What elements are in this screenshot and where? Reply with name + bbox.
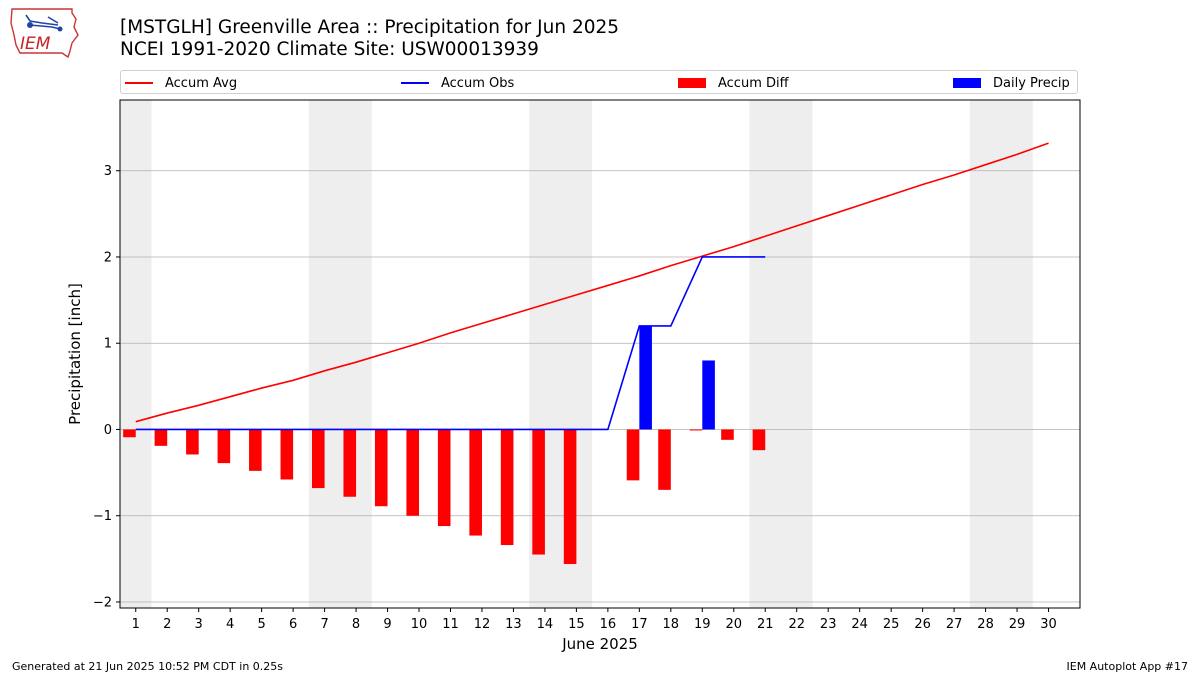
accum-obs-line [135,256,766,431]
legend-swatch-accum-obs [401,82,429,84]
accum-diff-bar [280,429,294,480]
accum-diff-bar [469,429,482,536]
accum-diff-bar [154,429,168,446]
title-line-2: NCEI 1991-2020 Climate Site: USW00013939 [120,39,539,60]
x-tick-label: 3 [195,617,203,632]
x-axis-label: June 2025 [561,635,638,653]
legend-item-accum-obs: Accum Obs [401,74,514,92]
accum-diff-bar [437,429,451,527]
y-tick-label: −1 [93,509,112,524]
chart-title: [MSTGLH] Greenville Area :: Precipitatio… [120,17,619,61]
legend-swatch-daily-precip [953,78,981,88]
x-tick-label: 23 [820,617,837,632]
accum-diff-bar [500,429,514,546]
accum-diff-bar [312,429,325,489]
x-tick-label: 10 [411,617,428,632]
y-tick-label: 3 [104,164,112,179]
x-tick-label: 29 [1009,617,1026,632]
iowa-outline-icon [10,8,79,59]
accum-diff-bar [123,429,136,438]
accum-diff-bar [249,429,262,471]
legend-label-accum-obs: Accum Obs [441,75,515,91]
x-tick-label: 5 [257,617,265,632]
x-tick-label: 4 [226,617,234,632]
weekend-band [120,100,152,608]
x-tick-label: 22 [788,617,805,632]
accum-diff-bar [532,429,545,555]
x-tick-label: 8 [352,617,360,632]
x-tick-label: 30 [1040,617,1057,632]
accum-diff-bar [186,429,199,455]
logo-text: IEM [20,34,51,54]
footer-generated: Generated at 21 Jun 2025 10:52 PM CDT in… [12,660,284,673]
x-tick-label: 12 [474,617,491,632]
iem-logo: IEM [10,8,79,59]
x-tick-label: 21 [757,617,774,632]
weekend-band [308,100,372,608]
y-axis-label: Precipitation [inch] [66,283,84,425]
footer-app: IEM Autoplot App #17 [1066,660,1189,673]
x-tick-label: 17 [631,617,648,632]
x-tick-label: 2 [163,617,171,632]
legend-swatch-accum-diff [678,78,706,88]
legend-label-accum-diff: Accum Diff [718,75,789,91]
accum-avg-line [135,142,1049,423]
x-tick-label: 7 [320,617,328,632]
legend-label-accum-avg: Accum Avg [165,75,238,91]
accum-diff-bar [563,429,577,565]
accum-diff-bar [626,429,640,481]
legend-item-daily-precip: Daily Precip [953,74,1070,92]
weekend-band [969,100,1033,608]
title-line-1: [MSTGLH] Greenville Area :: Precipitatio… [120,17,620,38]
x-tick-label: 14 [537,617,554,632]
daily-precip-bar [702,360,715,430]
x-tick-label: 16 [600,617,617,632]
x-tick-label: 19 [694,617,711,632]
accum-diff-bar [406,429,420,516]
accum-diff-bar [752,429,766,451]
accum-diff-bar [658,429,671,490]
x-tick-label: 9 [383,617,391,632]
x-tick-label: 13 [505,617,522,632]
y-tick-label: 2 [104,250,112,265]
legend-label-daily-precip: Daily Precip [993,75,1070,91]
y-tick-label: 1 [104,337,112,352]
x-tick-label: 1 [132,617,140,632]
plot-frame [119,99,1081,609]
legend: Accum Avg Accum Obs Accum Diff Daily Pre… [120,70,1078,94]
accum-diff-bar [721,429,734,440]
accum-diff-bar [217,429,231,464]
legend-item-accum-diff: Accum Diff [678,74,789,92]
x-tick-label: 28 [977,617,994,632]
legend-item-accum-avg: Accum Avg [125,74,237,92]
x-tick-label: 20 [725,617,742,632]
x-tick-label: 26 [914,617,931,632]
accum-diff-bar [689,429,703,431]
x-tick-label: 6 [289,617,297,632]
legend-swatch-accum-avg [125,82,153,84]
y-tick-label: −2 [93,595,112,610]
accum-diff-bar [343,429,357,497]
weekend-band [749,100,813,608]
x-tick-label: 11 [442,617,459,632]
x-tick-label: 18 [663,617,680,632]
x-tick-label: 27 [946,617,963,632]
x-tick-label: 25 [883,617,900,632]
x-tick-label: 24 [851,617,868,632]
weather-station-icon [25,14,61,30]
accum-diff-bar [374,429,388,507]
y-tick-label: 0 [104,423,112,438]
x-tick-label: 15 [568,617,585,632]
daily-precip-bar [639,325,652,430]
